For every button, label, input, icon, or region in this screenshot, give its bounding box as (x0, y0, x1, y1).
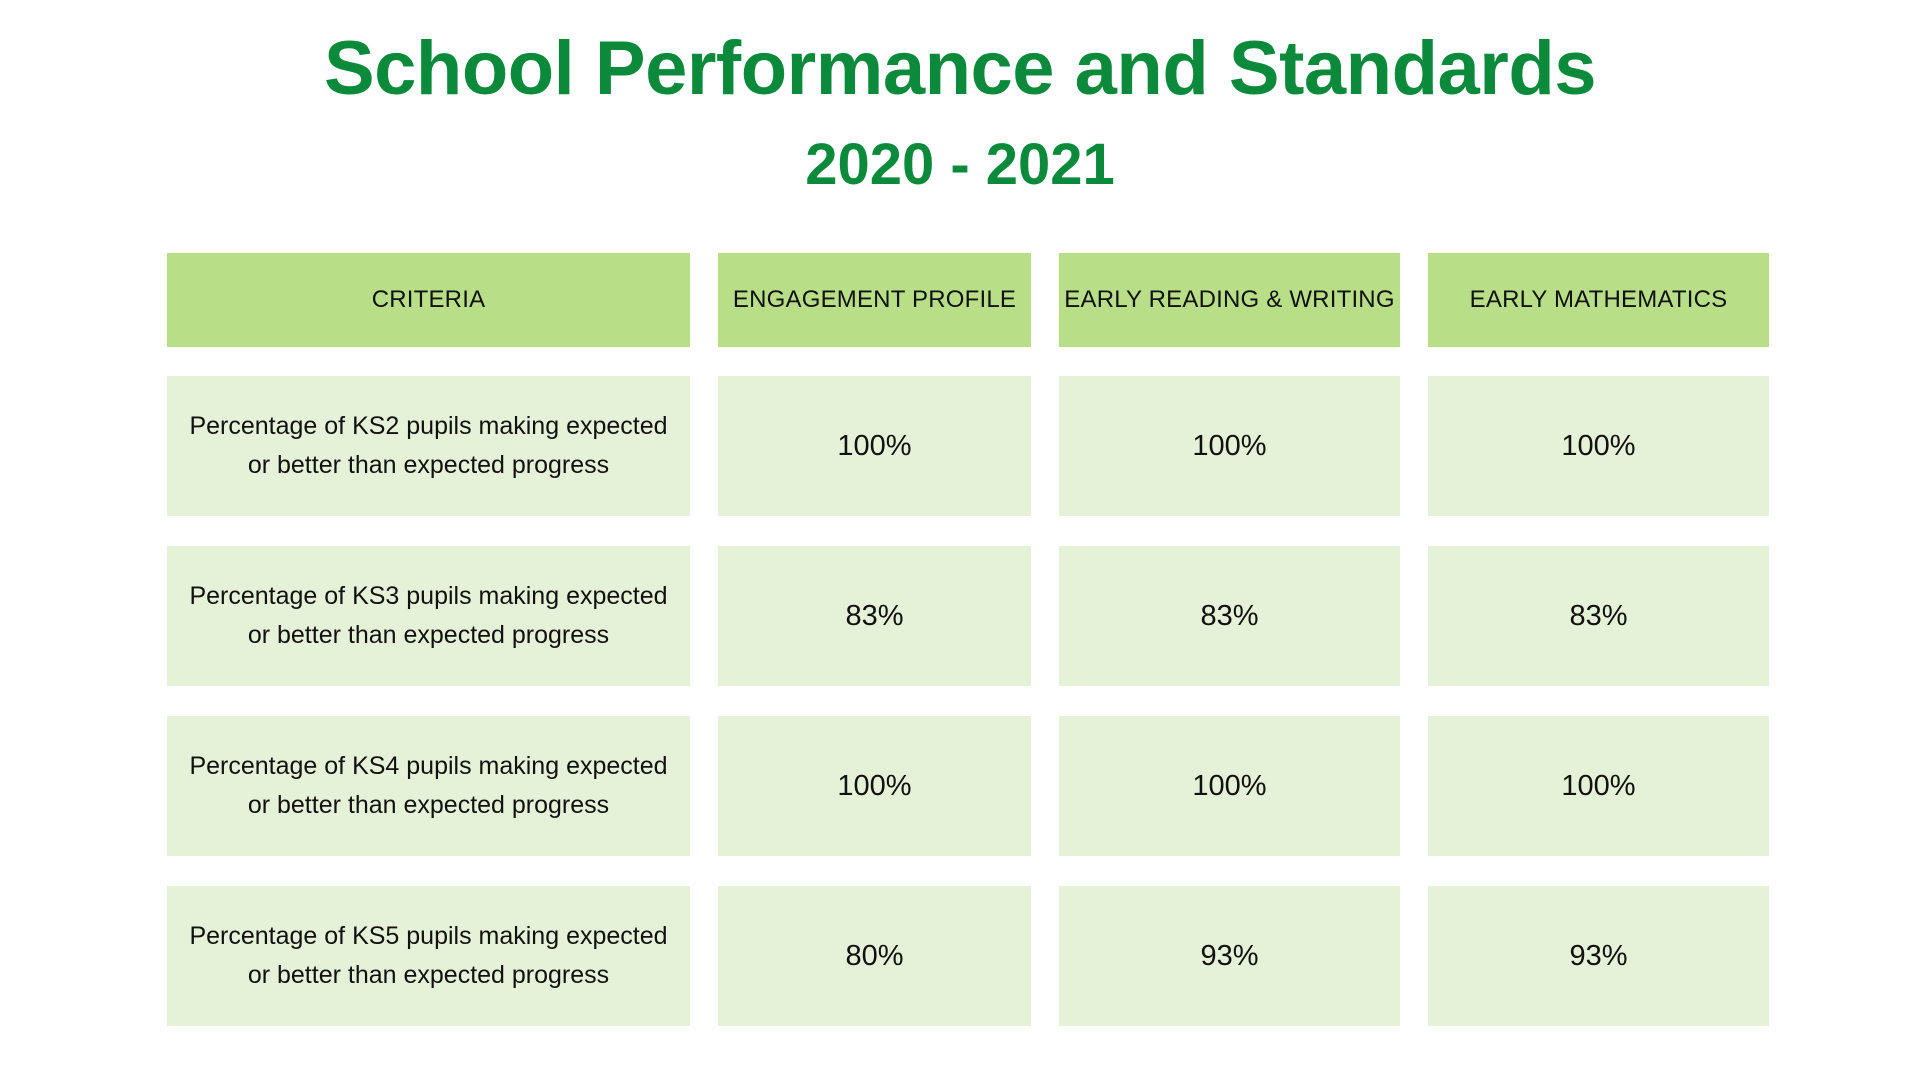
table-cell-engagement-profile: 100% (718, 376, 1031, 516)
table-row-criteria: Percentage of KS2 pupils making expected… (167, 376, 690, 516)
column-header-early-mathematics: EARLY MATHEMATICS (1428, 253, 1769, 347)
table-cell-engagement-profile: 80% (718, 886, 1031, 1026)
table-cell-early-reading-writing: 93% (1059, 886, 1400, 1026)
table-row-criteria: Percentage of KS4 pupils making expected… (167, 716, 690, 856)
table-cell-early-mathematics: 83% (1428, 546, 1769, 686)
table-row-criteria: Percentage of KS5 pupils making expected… (167, 886, 690, 1026)
table-cell-early-reading-writing: 100% (1059, 716, 1400, 856)
table-cell-engagement-profile: 100% (718, 716, 1031, 856)
column-header-early-reading-writing: EARLY READING & WRITING (1059, 253, 1400, 347)
table-cell-early-reading-writing: 83% (1059, 546, 1400, 686)
page-subtitle: 2020 - 2021 (805, 132, 1115, 197)
table-cell-early-mathematics: 93% (1428, 886, 1769, 1026)
table-cell-early-mathematics: 100% (1428, 376, 1769, 516)
page-title: School Performance and Standards (323, 26, 1597, 111)
column-header-criteria: CRITERIA (167, 253, 690, 347)
table-cell-early-reading-writing: 100% (1059, 376, 1400, 516)
table-row-criteria: Percentage of KS3 pupils making expected… (167, 546, 690, 686)
table-cell-early-mathematics: 100% (1428, 716, 1769, 856)
table-cell-engagement-profile: 83% (718, 546, 1031, 686)
column-header-engagement-profile: ENGAGEMENT PROFILE (718, 253, 1031, 347)
